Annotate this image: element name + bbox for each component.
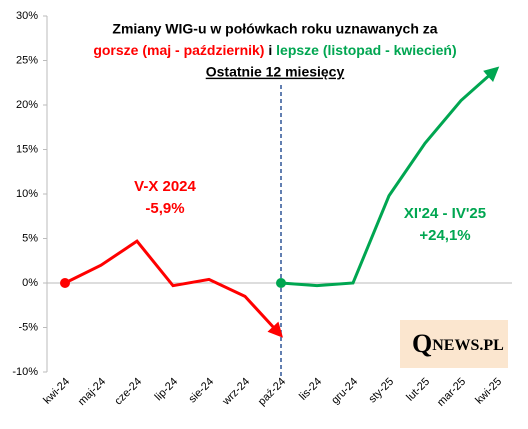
subtitle-part: i — [264, 42, 276, 58]
y-tick-label: 0% — [22, 277, 38, 289]
y-tick-label: 15% — [16, 143, 38, 155]
annotation: +24,1% — [419, 227, 470, 244]
y-tick-label: 5% — [22, 232, 38, 244]
line-series — [280, 66, 500, 288]
chart-subtitle: gorsze (maj - październik) i lepsze (lis… — [93, 42, 456, 58]
x-tick-label: sie-24 — [186, 376, 216, 406]
x-tick-label: kwi-24 — [41, 376, 72, 407]
chart-subtitle: Ostatnie 12 miesięcy — [206, 64, 345, 80]
x-tick-label: lip-24 — [153, 376, 181, 404]
subtitle-part: lepsze (listopad - kwiecień) — [276, 42, 457, 58]
x-tick-label: lut-25 — [404, 376, 432, 404]
chart-title: Zmiany WIG-u w połówkach roku uznawanych… — [112, 21, 437, 37]
x-tick-label: maj-24 — [76, 376, 108, 408]
logo-rest: NEWS.PL — [432, 337, 504, 354]
y-tick-label: 20% — [16, 99, 38, 111]
logo: QNEWS.PL — [412, 329, 504, 358]
x-tick-label: cze-24 — [112, 376, 144, 408]
annotation: XI'24 - IV'25 — [404, 205, 486, 222]
annotation: V-X 2024 — [134, 178, 196, 195]
x-tick-label: mar-25 — [435, 376, 468, 409]
y-tick-label: -10% — [12, 366, 38, 378]
line-series — [64, 239, 284, 338]
logo-box — [400, 320, 508, 368]
x-tick-label: sty-25 — [366, 376, 396, 406]
y-tick-label: 25% — [16, 54, 38, 66]
start-marker — [276, 278, 286, 288]
annotation: -5,9% — [145, 200, 184, 217]
start-marker — [60, 278, 70, 288]
y-tick-label: 10% — [16, 188, 38, 200]
y-tick-label: -5% — [18, 321, 38, 333]
x-tick-label: gru-24 — [329, 376, 360, 407]
y-tick-label: 30% — [16, 10, 38, 22]
x-tick-label: wrz-24 — [220, 376, 253, 409]
subtitle-part: gorsze (maj - październik) — [93, 42, 264, 58]
x-tick-label: paź-24 — [256, 376, 288, 408]
x-tick-label: kwi-25 — [473, 376, 504, 407]
x-tick-label: lis-24 — [297, 376, 324, 403]
logo-q: Q — [412, 329, 432, 358]
